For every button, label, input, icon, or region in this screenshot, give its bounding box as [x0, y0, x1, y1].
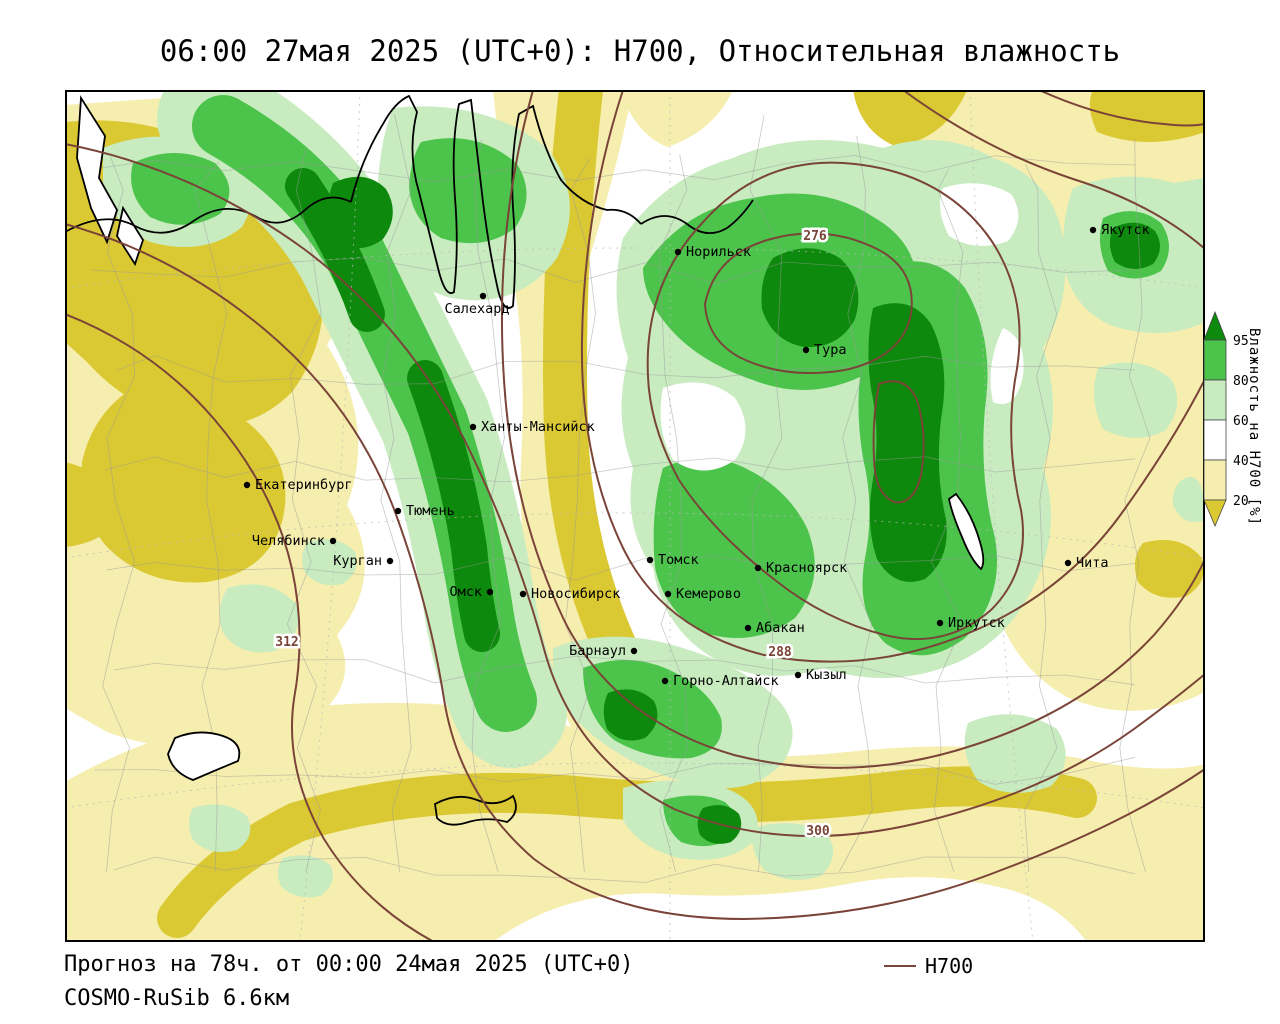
city-label: Иркутск [948, 615, 1005, 631]
city-label: Кемерово [676, 586, 741, 602]
forecast-info: Прогноз на 78ч. от 00:00 24мая 2025 (UTC… [64, 952, 634, 977]
city-marker [1089, 226, 1097, 234]
city-marker [661, 677, 669, 685]
city-marker [394, 507, 402, 515]
city-marker [486, 588, 494, 596]
city-label: Якутск [1101, 222, 1150, 238]
city-marker [519, 590, 527, 598]
geopotential-contours-layer [65, 90, 1205, 942]
colorbar-tick-label: 20 [1233, 494, 1249, 509]
city-label: Новосибирск [531, 586, 620, 602]
contour-value-label: 288 [768, 645, 792, 660]
city-label: Абакан [756, 620, 805, 636]
region-border [286, 148, 322, 873]
region-border [749, 115, 783, 873]
city-marker [1064, 559, 1072, 567]
cities-layer: Норильск Якутск Салехард Тура Ханты-Мансийск… [243, 222, 1150, 689]
colorbar-tick-label: 95 [1233, 334, 1249, 349]
humidity-fill-layer [65, 90, 1205, 942]
region-border [104, 456, 1136, 483]
legend-label: H700 [925, 954, 974, 978]
region-border [838, 135, 873, 873]
colorbar-label: Влажность на H700 [%] [1246, 328, 1262, 527]
city-label: Барнаул [569, 643, 626, 659]
colorbar-segment [1203, 379, 1227, 421]
city-marker [479, 292, 487, 300]
h700-line-sample [884, 965, 916, 967]
model-info: COSMO-RuSib 6.6км [64, 986, 290, 1011]
city-label: Курган [333, 553, 382, 569]
map-frame [65, 90, 1205, 942]
contour-legend: H700 [884, 954, 973, 978]
region-border [94, 756, 1136, 785]
contour-value-label: 300 [806, 824, 830, 839]
region-border [658, 154, 688, 873]
city-marker [794, 671, 802, 679]
colorbar: 95 80 60 40 20 [1200, 298, 1264, 558]
city-marker [936, 619, 944, 627]
contour-labels-layer: 276 288 300 312 [273, 227, 833, 842]
region-border [102, 156, 136, 873]
city-label: Красноярск [766, 560, 847, 576]
region-border [90, 257, 1136, 285]
city-marker [802, 346, 810, 354]
colorbar-tick-label: 40 [1233, 454, 1249, 469]
city-marker [674, 248, 682, 256]
page-title: 06:00 27мая 2025 (UTC+0): H700, Относите… [159, 34, 1121, 68]
colorbar-segment [1203, 499, 1227, 528]
region-border [106, 555, 1136, 581]
city-marker [646, 556, 654, 564]
colorbar-segment [1203, 419, 1227, 461]
region-border [113, 856, 1136, 883]
city-marker [329, 537, 337, 545]
map-area: 276 288 300 312 Норильск Якутск Салехард Тура Х… [65, 90, 1205, 942]
contour-value-label: 312 [275, 635, 298, 650]
region-border [471, 139, 505, 873]
contour-value-label: 276 [803, 229, 827, 244]
city-label: Горно-Алтайск [673, 673, 779, 689]
colorbar-segment [1203, 339, 1227, 381]
city-label: Тюмень [406, 503, 455, 519]
colorbar-tick-label: 80 [1233, 374, 1249, 389]
city-marker [630, 647, 638, 655]
city-label: Екатеринбург [255, 477, 353, 493]
city-marker [243, 481, 251, 489]
city-marker [744, 624, 752, 632]
coastline-layer [65, 94, 985, 826]
region-border [1119, 138, 1151, 873]
city-label: Кызыл [806, 667, 847, 683]
colorbar-segment [1203, 310, 1227, 341]
city-label: Салехард [444, 301, 509, 317]
colorbar-tick-label: 60 [1233, 414, 1249, 429]
city-label: Норильск [686, 244, 751, 260]
region-border [86, 154, 1136, 183]
region-border [113, 655, 1136, 686]
city-label: Чита [1076, 555, 1109, 571]
city-label: Тура [814, 342, 847, 358]
colorbar-segment [1203, 459, 1227, 501]
region-border [380, 114, 412, 873]
city-label: Омск [449, 584, 482, 600]
region-border [1024, 164, 1058, 873]
city-marker [754, 564, 762, 572]
city-label: Ханты-Мансийск [481, 419, 595, 435]
city-marker [664, 590, 672, 598]
graticule-layer [65, 90, 1205, 942]
humidity-map: 276 288 300 312 Норильск Якутск Салехард Тура Х… [65, 90, 1205, 942]
city-label: Челябинск [252, 533, 325, 549]
city-marker [469, 423, 477, 431]
city-label: Томск [658, 552, 699, 568]
region-borders-layer [86, 114, 1151, 883]
city-marker [386, 557, 394, 565]
region-border [117, 355, 1136, 385]
